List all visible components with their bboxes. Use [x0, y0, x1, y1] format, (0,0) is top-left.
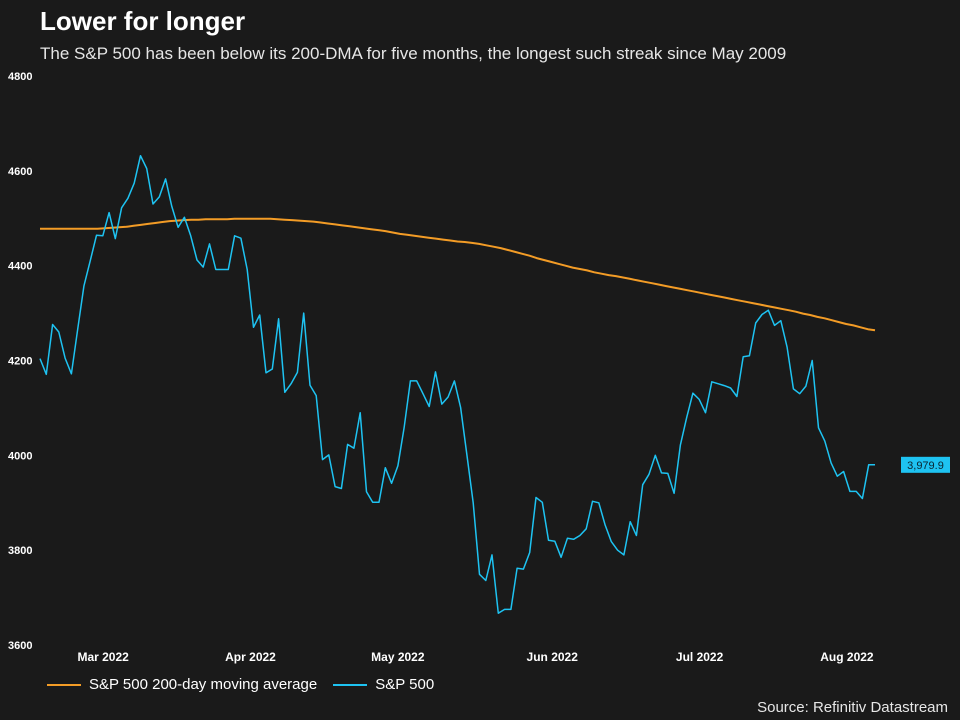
- sp500-line: [39, 154, 875, 614]
- x-tick-label: Jun 2022: [527, 650, 579, 664]
- x-tick-label: May 2022: [371, 650, 425, 664]
- chart-title: Lower for longer: [40, 6, 246, 36]
- last-value-label: 3,979.9: [901, 456, 950, 473]
- x-tick-label: Mar 2022: [77, 650, 129, 664]
- y-tick-label: 4200: [8, 356, 32, 368]
- x-tick-label: Jul 2022: [676, 650, 724, 664]
- legend-item-sp500: S&P 500: [333, 676, 434, 693]
- x-axis: Mar 2022 Apr 2022 May 2022 Jun 2022 Jul 2022…: [77, 650, 873, 664]
- y-tick-label: 3800: [8, 545, 32, 557]
- chart-subtitle: The S&P 500 has been below its 200-DMA f…: [40, 44, 787, 63]
- y-tick-label: 4800: [8, 71, 32, 83]
- legend-label-sp500: S&P 500: [375, 676, 435, 693]
- legend-swatch-sp500: [333, 683, 368, 686]
- y-axis: 3600 3800 4000 4200 4400 4600 4800: [8, 71, 32, 652]
- x-tick-label: Apr 2022: [225, 650, 276, 664]
- series-lines: [39, 154, 876, 614]
- legend-swatch-dma: [47, 683, 81, 686]
- y-tick-label: 4400: [8, 261, 32, 273]
- legend-label-dma: S&P 500 200-day moving average: [89, 676, 318, 693]
- legend-item-dma: S&P 500 200-day moving average: [47, 676, 317, 693]
- source-note: Source: Refinitiv Datastream: [757, 699, 948, 716]
- last-value-text: 3,979.9: [907, 460, 944, 472]
- y-tick-label: 3600: [8, 640, 32, 652]
- legend: S&P 500 200-day moving average S&P 500: [47, 676, 450, 693]
- last-value-badge: [901, 456, 950, 473]
- y-tick-label: 4000: [8, 450, 32, 462]
- dma-line: [40, 217, 876, 332]
- y-tick-label: 4600: [8, 166, 32, 178]
- x-tick-label: Aug 2022: [820, 650, 874, 664]
